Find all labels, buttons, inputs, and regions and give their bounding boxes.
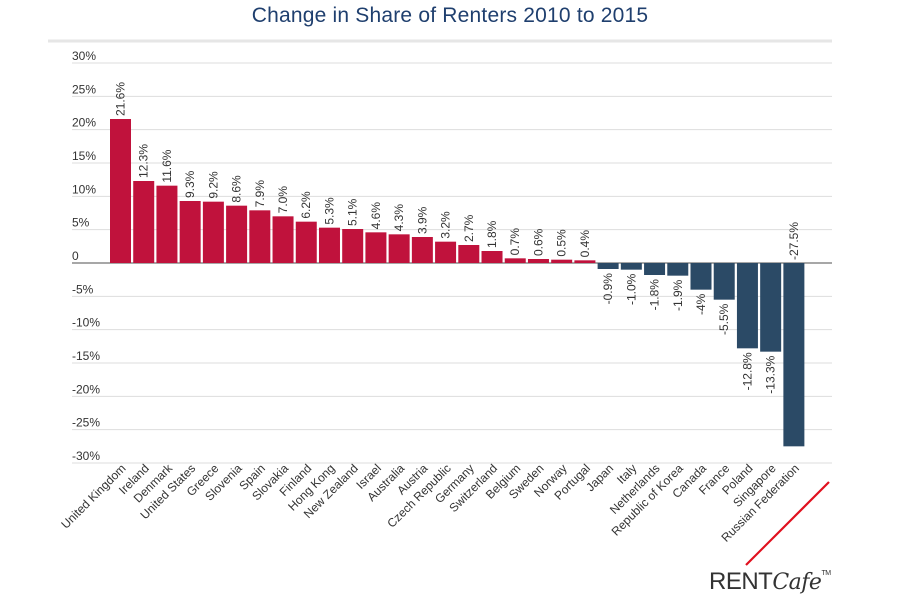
data-label: 9.2% bbox=[206, 171, 220, 199]
data-label: 3.9% bbox=[415, 206, 429, 234]
logo-cafe: Cafe bbox=[772, 570, 822, 595]
y-tick-label: 5% bbox=[72, 216, 90, 230]
bar bbox=[318, 227, 340, 263]
logo-trademark: TM bbox=[821, 570, 831, 577]
bar bbox=[156, 185, 178, 263]
bar bbox=[736, 263, 758, 349]
data-label: -12.8% bbox=[740, 352, 754, 390]
bar bbox=[597, 263, 619, 269]
data-label: 0.7% bbox=[508, 228, 522, 256]
gridlines bbox=[72, 62, 832, 464]
data-label: 4.6% bbox=[369, 202, 383, 230]
data-label: -0.9% bbox=[601, 273, 615, 305]
bar bbox=[179, 201, 201, 263]
y-tick-label: -25% bbox=[72, 416, 100, 430]
x-tick-label: Japan bbox=[583, 461, 616, 494]
data-label: 9.3% bbox=[183, 170, 197, 198]
data-label: 0.5% bbox=[555, 229, 569, 257]
data-label: 12.3% bbox=[137, 144, 151, 178]
x-tick-label: United Kingdom bbox=[58, 461, 128, 531]
y-tick-label: 30% bbox=[72, 49, 96, 63]
data-label: 3.2% bbox=[439, 211, 453, 239]
data-label: 1.8% bbox=[485, 220, 499, 248]
data-label: -1.8% bbox=[648, 279, 662, 311]
bar bbox=[481, 251, 503, 263]
data-label: 0.4% bbox=[578, 230, 592, 258]
data-label: -13.3% bbox=[764, 355, 778, 393]
data-label: 7.9% bbox=[253, 180, 267, 208]
bar bbox=[365, 232, 387, 263]
bar bbox=[713, 263, 735, 300]
bar bbox=[644, 263, 666, 275]
bar bbox=[760, 263, 782, 352]
highlight-underline bbox=[745, 481, 830, 566]
y-axis-tick-labels: 30% 25% 20% 15% 10% 5% 0 -5% -10% -15% -20% -25% -30… bbox=[72, 49, 100, 463]
y-tick-label: 25% bbox=[72, 82, 96, 96]
bar bbox=[690, 263, 712, 290]
bar bbox=[226, 205, 248, 263]
y-tick-label: 10% bbox=[72, 182, 96, 196]
data-label: -5.5% bbox=[717, 303, 731, 335]
bar bbox=[249, 210, 271, 263]
data-label: 5.3% bbox=[322, 197, 336, 225]
bar bbox=[388, 234, 410, 263]
y-tick-label: -10% bbox=[72, 316, 100, 330]
bar bbox=[202, 201, 224, 263]
rentcafe-logo: RENTCafeTM bbox=[709, 568, 831, 596]
bar bbox=[667, 263, 689, 276]
y-tick-label: 15% bbox=[72, 149, 96, 163]
bar bbox=[620, 263, 642, 270]
logo-rent: RENT bbox=[709, 568, 773, 595]
y-tick-label: 20% bbox=[72, 116, 96, 130]
bar bbox=[272, 216, 294, 263]
data-label: -1.9% bbox=[671, 279, 685, 311]
data-label: 4.3% bbox=[392, 204, 406, 232]
bar bbox=[551, 259, 573, 263]
data-label: 21.6% bbox=[114, 82, 128, 116]
bar bbox=[110, 119, 131, 263]
data-labels: 21.6% 12.3% 11.6% 9.3% 9.2% 8.6% 7.9% 7.0% 6.2% 5… bbox=[114, 82, 801, 394]
y-tick-label: -15% bbox=[72, 349, 100, 363]
bar bbox=[133, 181, 155, 263]
chart-title: Change in Share of Renters 2010 to 2015 bbox=[251, 4, 649, 27]
bar bbox=[527, 259, 549, 263]
bars bbox=[110, 119, 805, 447]
bar bbox=[783, 263, 805, 447]
bar bbox=[342, 229, 364, 263]
data-label: -27.5% bbox=[787, 222, 801, 260]
data-label: 5.1% bbox=[346, 198, 360, 226]
y-tick-label: -20% bbox=[72, 382, 100, 396]
data-label: 8.6% bbox=[230, 175, 244, 203]
y-tick-label: -30% bbox=[72, 449, 100, 463]
data-label: 6.2% bbox=[299, 191, 313, 219]
data-label: -4% bbox=[694, 293, 708, 315]
bar bbox=[411, 237, 433, 263]
bar bbox=[574, 260, 596, 263]
bar bbox=[458, 245, 480, 263]
data-label: 2.7% bbox=[462, 214, 476, 242]
y-tick-label: -5% bbox=[72, 282, 94, 296]
data-label: 7.0% bbox=[276, 186, 290, 214]
y-tick-label: 0 bbox=[72, 249, 79, 263]
data-label: -1.0% bbox=[624, 273, 638, 305]
bar bbox=[435, 241, 457, 263]
data-label: 0.6% bbox=[531, 228, 545, 256]
data-label: 11.6% bbox=[160, 149, 174, 182]
bar bbox=[504, 258, 526, 263]
bar bbox=[295, 221, 317, 263]
